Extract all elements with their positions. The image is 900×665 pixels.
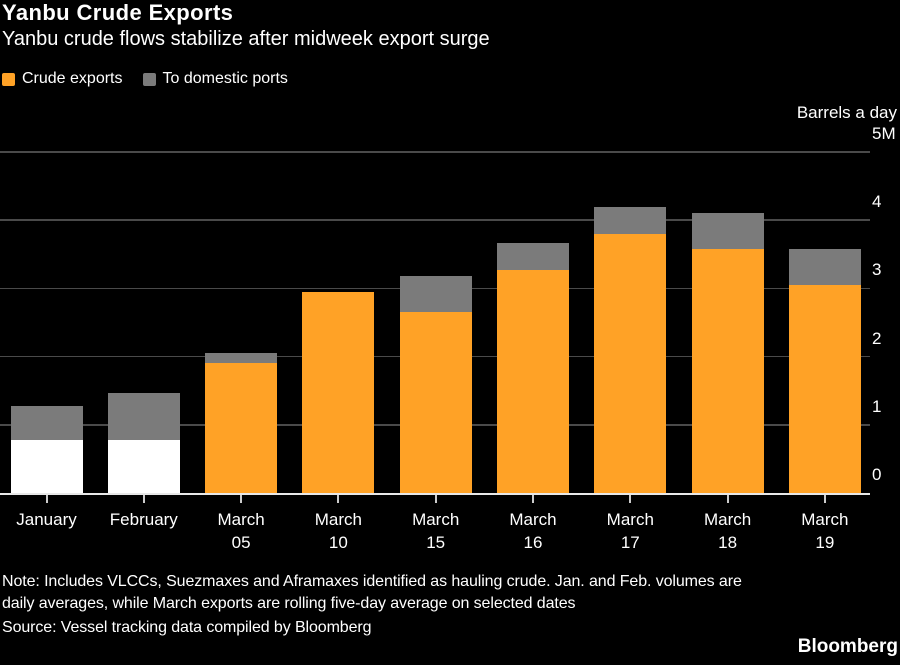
y-axis-tick-label: 4 [872, 192, 882, 212]
x-axis-label-line: 18 [718, 533, 738, 552]
note-line-1: Note: Includes VLCCs, Suezmaxes and Afra… [2, 573, 742, 590]
chart-subtitle: Yanbu crude flows stabilize after midwee… [2, 28, 490, 50]
y-axis-tick-label: 2 [872, 328, 882, 348]
x-axis-label-line: March [801, 510, 849, 529]
chart-note: Note: Includes VLCCs, Suezmaxes and Afra… [2, 571, 742, 615]
y-axis-tick-label: 5M [872, 124, 896, 143]
x-axis-label-line: March [314, 510, 362, 529]
x-axis-label: February [79, 508, 209, 531]
legend-item-domestic-ports: To domestic ports [142, 70, 288, 88]
y-axis-tick-label: 0 [872, 465, 882, 484]
x-axis-label: March 18 [663, 508, 793, 554]
x-axis-label-line: 10 [328, 533, 348, 552]
bar-crude-segment [10, 439, 83, 493]
bar-crude-segment [302, 291, 375, 493]
bar-domestic-segment [788, 248, 861, 285]
x-axis-label-line: 17 [620, 533, 640, 552]
x-axis-tick [434, 494, 437, 503]
bar-crude-segment [205, 363, 278, 493]
x-axis-label-line: 05 [231, 533, 251, 552]
chart-legend: Crude exports To domestic ports [2, 70, 288, 88]
x-axis-label: March 16 [468, 508, 598, 554]
gridline [0, 219, 870, 221]
x-axis-label: March 19 [760, 508, 890, 554]
bar-crude-segment [497, 269, 569, 493]
x-axis-label: March 05 [176, 508, 306, 554]
bar-crude-segment [691, 248, 764, 493]
x-axis-label-line: 16 [523, 533, 543, 552]
gridline [0, 151, 870, 153]
source-line: Source: Vessel tracking data compiled by… [2, 619, 372, 636]
bar-domestic-segment [10, 405, 83, 440]
bar-domestic-segment [107, 393, 180, 440]
legend-label-domestic-ports: To domestic ports [162, 70, 288, 87]
x-axis-tick [337, 494, 340, 503]
bar-crude-segment [788, 284, 861, 493]
x-axis-label-line: March [217, 510, 265, 529]
bar-domestic-segment [594, 206, 667, 234]
bar-domestic-segment [399, 276, 472, 313]
legend-item-crude-exports: Crude exports [2, 70, 123, 88]
crude-exports-swatch-icon [2, 72, 15, 86]
y-axis-tick-label: 3 [872, 260, 882, 280]
x-axis-baseline [0, 492, 870, 495]
x-axis-label: January [0, 508, 112, 531]
x-axis-label-line: 19 [815, 533, 835, 552]
bar-crude-segment [107, 439, 180, 493]
x-axis-tick [629, 494, 632, 503]
bar-domestic-segment [691, 212, 764, 249]
x-axis-label: March 15 [371, 508, 501, 554]
x-axis-tick [142, 494, 145, 503]
x-axis-tick [240, 494, 243, 503]
bar-crude-segment [594, 233, 667, 493]
domestic-ports-swatch-icon [142, 72, 156, 86]
bloomberg-logo: Bloomberg [797, 636, 898, 657]
x-axis-label-line: March [606, 510, 654, 529]
bar-domestic-segment [497, 242, 569, 270]
x-axis-label-line: March [412, 510, 460, 529]
x-axis-tick [532, 494, 534, 503]
x-axis-tick [823, 494, 826, 503]
page-title: Yanbu Crude Exports [2, 0, 234, 25]
x-axis-label: March 17 [565, 508, 695, 554]
legend-label-crude-exports: Crude exports [22, 70, 123, 87]
x-axis-label-line: February [109, 510, 178, 529]
x-axis-label-line: March [703, 510, 752, 529]
x-axis-label-line: 15 [426, 533, 446, 552]
bar-crude-segment [399, 312, 472, 493]
x-axis-label: March 10 [273, 508, 403, 554]
bar-domestic-segment [205, 353, 278, 364]
x-axis-tick [726, 494, 729, 503]
y-axis-tick-label: 1 [872, 396, 882, 416]
x-axis-label-line: January [16, 510, 77, 529]
x-axis-label-line: March [509, 510, 557, 529]
y-axis-unit-label: Barrels a day [796, 103, 897, 122]
note-line-2: daily averages, while March exports are … [2, 595, 576, 612]
x-axis-tick [45, 494, 48, 503]
